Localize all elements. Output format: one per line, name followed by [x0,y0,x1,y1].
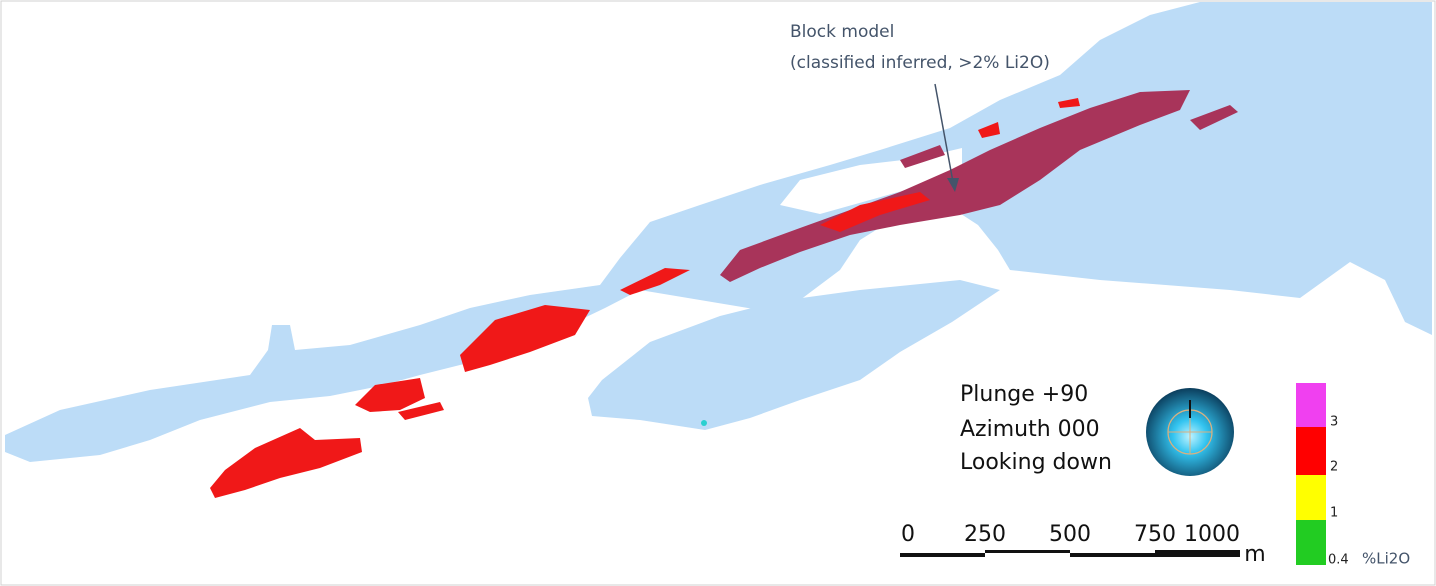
annotation: (classified inferred, >2% Li2O) [790,53,1050,73]
block-model [620,268,690,295]
scale-label: 750 [1134,522,1176,547]
arrow [934,83,954,183]
compass [1146,388,1234,476]
scale-label: 1000 [1184,522,1240,547]
island [780,148,962,214]
view-text: Looking down [960,450,1112,475]
block-model [978,122,1000,138]
scale-label: 0 [901,522,915,547]
block-model [355,378,425,412]
arrow-head [947,178,959,192]
scale-bar [900,550,1240,557]
block-model [460,305,590,372]
block-model [900,145,945,168]
scale-label: 500 [1049,522,1091,547]
view-text: Plunge +90 [960,382,1088,407]
legend-bar [1296,383,1326,565]
block-model [1058,98,1080,108]
block-model [1190,105,1238,130]
legend-label: 3 [1330,415,1338,430]
view-text: Azimuth 000 [960,417,1100,442]
block-model [820,192,930,232]
legend-label: 1 [1330,506,1338,521]
legend-label: 0.4 [1328,553,1349,568]
scale-label: 250 [964,522,1006,547]
block-model [398,402,444,420]
annotation: Block model [790,22,894,42]
legend-label: 2 [1330,460,1338,475]
scale-unit: m [1244,542,1265,567]
lower-lake [588,280,1000,430]
legend-unit: %Li2O [1362,550,1410,568]
marker [701,420,707,426]
block-model [210,428,362,498]
